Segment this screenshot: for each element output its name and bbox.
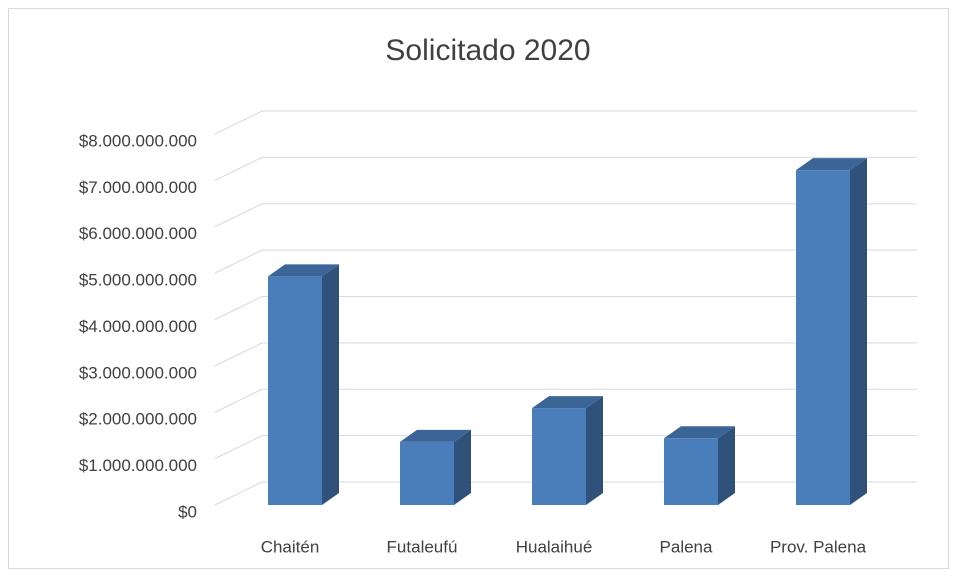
y-tick-label: $6.000.000.000 [79,224,197,243]
bar-top [268,264,339,277]
bar [664,438,718,505]
grid-line [214,203,917,228]
chart-border [8,8,949,569]
grid-line [214,110,917,135]
x-tick-label: Prov. Palena [770,537,867,556]
y-tick-label: $4.000.000.000 [79,317,197,336]
y-tick-label: $5.000.000.000 [79,271,197,290]
grid-line [214,388,917,413]
y-tick-label: $7.000.000.000 [79,178,197,197]
x-tick-label: Hualaihué [516,537,593,556]
bar [400,441,454,505]
bar [796,170,850,506]
bar-top [532,396,603,409]
bar [268,276,322,505]
y-tick-label: $1.000.000.000 [79,456,197,475]
y-tick-label: $8.000.000.000 [79,131,197,150]
bar-side [586,396,603,505]
bar-side [322,264,339,505]
grid-line [214,249,917,274]
x-tick-label: Palena [660,537,713,556]
x-tick-label: Chaitén [261,537,320,556]
y-tick-label: $3.000.000.000 [79,363,197,382]
bar [532,408,586,505]
x-tick-label: Futaleufú [387,537,458,556]
bar-side [454,429,471,505]
bar-side [718,426,735,505]
bar-side [850,158,867,506]
grid-line [214,342,917,367]
chart-title: Solicitado 2020 [385,34,590,67]
bar-top [400,429,471,442]
grid-line [214,296,917,320]
y-tick-label: $0 [178,502,197,521]
bar-top [796,158,867,171]
y-tick-label: $2.000.000.000 [79,410,197,429]
bar-top [664,426,735,439]
grid-line [214,156,917,181]
